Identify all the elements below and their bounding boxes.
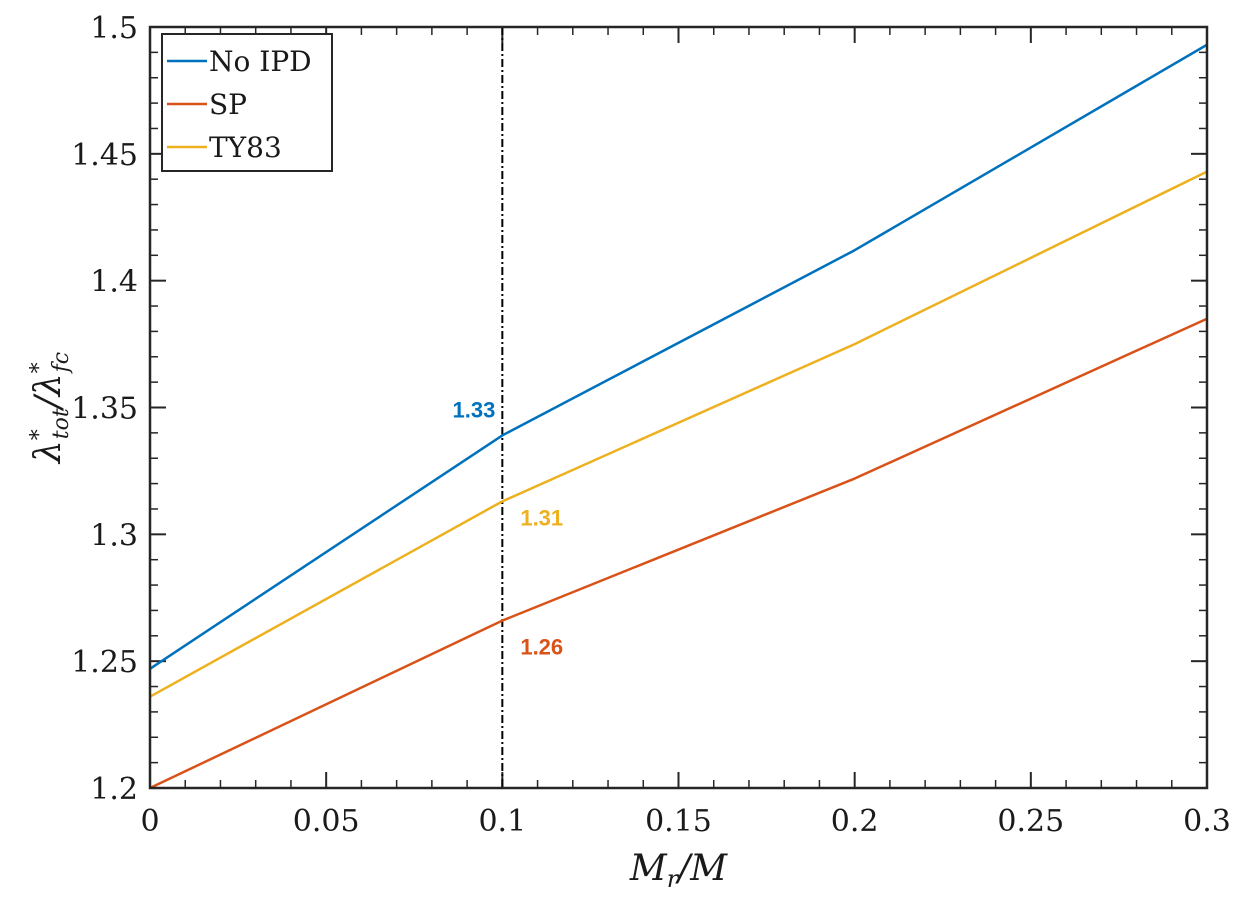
series-line-no-ipd [149,43,1208,670]
x-axis-title-rest: /M [675,848,728,889]
y-tick-label: 1.35 [71,392,138,427]
x-axis-title: Mr/M [629,848,728,893]
x-tick-label: 0.3 [1183,804,1231,839]
series-line-ty83 [149,170,1208,698]
y-tick-label: 1.4 [90,265,138,300]
annotation-label: 1.31 [520,505,563,530]
annotation-label: 1.26 [520,635,563,660]
x-tick-label: 0.15 [645,804,712,839]
y-axis-title-group: λ*tot/λ*fc [27,352,74,465]
y-tick-label: 1.45 [71,138,138,173]
y-axis-title-sub1: tot [49,408,74,439]
x-tick-label: 0.2 [831,804,879,839]
legend-label: SP [209,88,247,121]
annotation-label: 1.33 [453,397,496,422]
x-tick-label: 0.1 [478,804,526,839]
y-axis-title-sub2: fc [49,352,74,374]
y-tick-label: 1.25 [71,645,138,680]
y-tick-label: 1.2 [90,772,138,807]
y-axis-title-sup1: * [27,429,52,440]
legend-label: No IPD [209,45,312,78]
y-axis-title-sup2: * [27,362,52,373]
x-axis-title-subscript: r [667,865,680,893]
x-tick-label: 0 [140,804,159,839]
legend: No IPD SP TY83 [161,33,333,172]
x-tick-label: 0.05 [293,804,360,839]
y-axis-title: λ*tot/λ*fc [27,352,74,465]
x-tick-label: 0.25 [997,804,1064,839]
y-tick-label: 1.5 [90,11,138,46]
legend-label: TY83 [209,131,282,164]
plot-frame [148,25,1209,790]
y-tick-label: 1.3 [90,518,138,553]
y-axis-title-slash: /λ [28,373,69,411]
series-line-sp [149,317,1208,790]
